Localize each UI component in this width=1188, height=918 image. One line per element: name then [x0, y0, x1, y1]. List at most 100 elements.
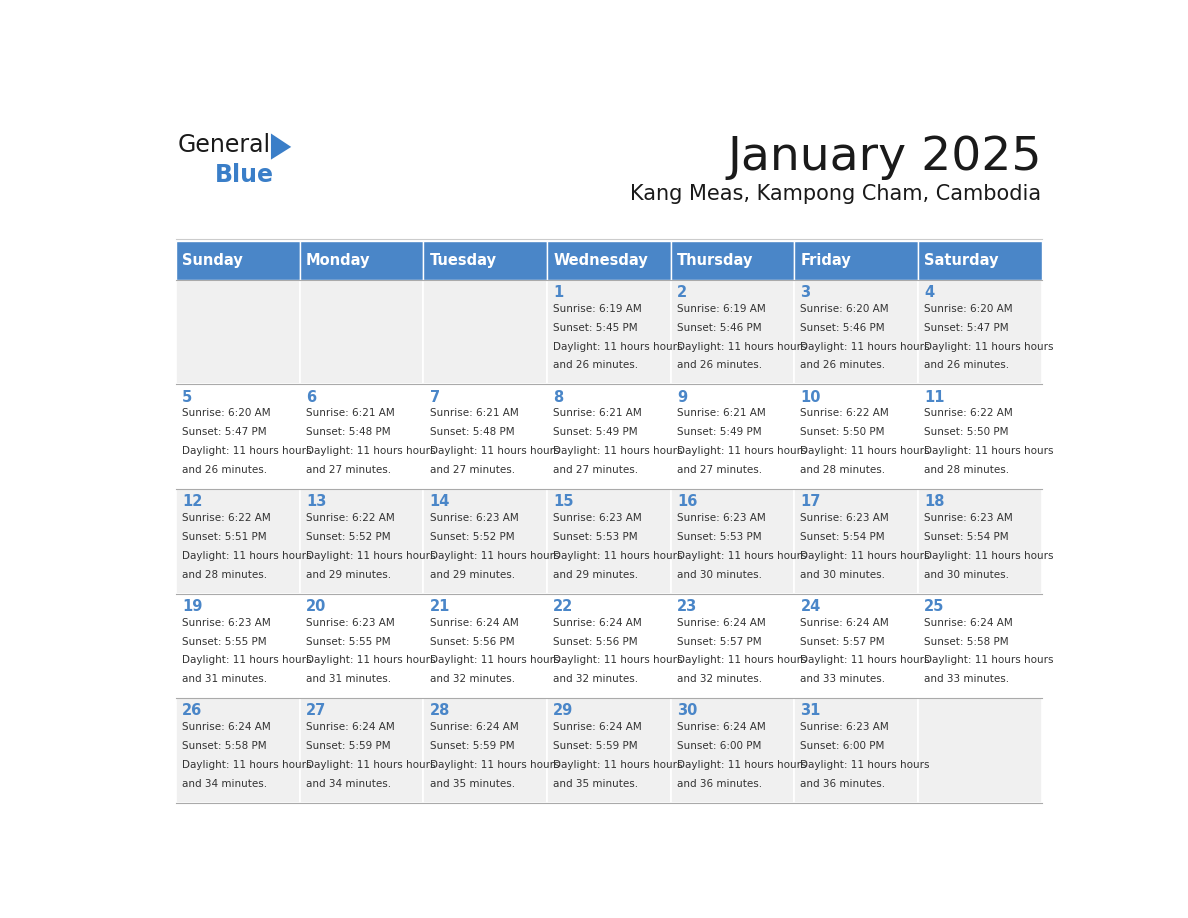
Text: Sunrise: 6:21 AM: Sunrise: 6:21 AM [554, 409, 642, 419]
Text: and 26 minutes.: and 26 minutes. [182, 465, 267, 475]
Bar [795, 594, 918, 699]
Text: Daylight: 11 hours hours: Daylight: 11 hours hours [554, 655, 683, 666]
Text: 16: 16 [677, 494, 697, 509]
Text: and 31 minutes.: and 31 minutes. [307, 674, 391, 684]
Text: Sunset: 5:56 PM: Sunset: 5:56 PM [554, 636, 638, 646]
Polygon shape [271, 133, 291, 160]
Text: Sunday: Sunday [182, 252, 244, 268]
Text: and 30 minutes.: and 30 minutes. [677, 569, 762, 579]
Bar [546, 699, 671, 803]
Text: and 36 minutes.: and 36 minutes. [801, 778, 885, 789]
Text: and 28 minutes.: and 28 minutes. [924, 465, 1010, 475]
Text: Sunset: 5:48 PM: Sunset: 5:48 PM [430, 427, 514, 437]
Text: and 26 minutes.: and 26 minutes. [677, 361, 762, 370]
Text: Sunrise: 6:23 AM: Sunrise: 6:23 AM [554, 513, 642, 523]
Text: Daylight: 11 hours hours: Daylight: 11 hours hours [677, 760, 807, 770]
Text: Daylight: 11 hours hours: Daylight: 11 hours hours [307, 446, 436, 456]
Text: 28: 28 [430, 703, 450, 719]
Text: Sunrise: 6:22 AM: Sunrise: 6:22 AM [307, 513, 394, 523]
Text: and 34 minutes.: and 34 minutes. [182, 778, 267, 789]
Text: and 30 minutes.: and 30 minutes. [801, 569, 885, 579]
Text: 22: 22 [554, 599, 574, 614]
Text: Daylight: 11 hours hours: Daylight: 11 hours hours [554, 760, 683, 770]
Bar [918, 280, 1042, 385]
Text: Daylight: 11 hours hours: Daylight: 11 hours hours [554, 341, 683, 352]
Text: and 27 minutes.: and 27 minutes. [554, 465, 638, 475]
Text: and 32 minutes.: and 32 minutes. [554, 674, 638, 684]
Text: and 33 minutes.: and 33 minutes. [801, 674, 885, 684]
Bar [546, 241, 671, 280]
Bar [423, 489, 546, 594]
Text: Sunset: 5:57 PM: Sunset: 5:57 PM [677, 636, 762, 646]
Text: Daylight: 11 hours hours: Daylight: 11 hours hours [182, 760, 311, 770]
Text: Sunset: 5:58 PM: Sunset: 5:58 PM [924, 636, 1009, 646]
Text: Daylight: 11 hours hours: Daylight: 11 hours hours [924, 341, 1054, 352]
Bar [299, 594, 423, 699]
Text: Daylight: 11 hours hours: Daylight: 11 hours hours [801, 446, 930, 456]
Text: and 35 minutes.: and 35 minutes. [430, 778, 514, 789]
Text: and 29 minutes.: and 29 minutes. [430, 569, 514, 579]
Text: General: General [178, 133, 271, 157]
Bar [795, 699, 918, 803]
Text: Sunset: 5:53 PM: Sunset: 5:53 PM [677, 532, 762, 542]
Text: and 33 minutes.: and 33 minutes. [924, 674, 1010, 684]
Bar [546, 385, 671, 489]
Bar [423, 280, 546, 385]
Text: Sunrise: 6:21 AM: Sunrise: 6:21 AM [430, 409, 518, 419]
Text: 7: 7 [430, 389, 440, 405]
Text: Sunrise: 6:23 AM: Sunrise: 6:23 AM [801, 722, 890, 733]
Text: Sunrise: 6:20 AM: Sunrise: 6:20 AM [801, 304, 889, 314]
Text: Sunrise: 6:24 AM: Sunrise: 6:24 AM [924, 618, 1013, 628]
Text: 1: 1 [554, 285, 563, 300]
Text: Sunset: 5:59 PM: Sunset: 5:59 PM [554, 741, 638, 751]
Text: Sunrise: 6:22 AM: Sunrise: 6:22 AM [182, 513, 271, 523]
Text: Sunrise: 6:24 AM: Sunrise: 6:24 AM [677, 618, 765, 628]
Text: Daylight: 11 hours hours: Daylight: 11 hours hours [430, 446, 560, 456]
Text: and 29 minutes.: and 29 minutes. [307, 569, 391, 579]
Text: Sunset: 5:45 PM: Sunset: 5:45 PM [554, 323, 638, 332]
Text: and 32 minutes.: and 32 minutes. [677, 674, 762, 684]
Text: Sunset: 5:59 PM: Sunset: 5:59 PM [430, 741, 514, 751]
Text: 26: 26 [182, 703, 202, 719]
Text: Daylight: 11 hours hours: Daylight: 11 hours hours [554, 446, 683, 456]
Bar [918, 241, 1042, 280]
Text: and 27 minutes.: and 27 minutes. [677, 465, 762, 475]
Text: Sunset: 5:57 PM: Sunset: 5:57 PM [801, 636, 885, 646]
Text: and 26 minutes.: and 26 minutes. [554, 361, 638, 370]
Text: 18: 18 [924, 494, 944, 509]
Text: Sunset: 5:58 PM: Sunset: 5:58 PM [182, 741, 267, 751]
Bar [423, 594, 546, 699]
Text: Daylight: 11 hours hours: Daylight: 11 hours hours [677, 341, 807, 352]
Text: 13: 13 [307, 494, 327, 509]
Text: Sunset: 5:47 PM: Sunset: 5:47 PM [182, 427, 267, 437]
Text: Kang Meas, Kampong Cham, Cambodia: Kang Meas, Kampong Cham, Cambodia [631, 185, 1042, 205]
Text: January 2025: January 2025 [727, 135, 1042, 180]
Text: and 31 minutes.: and 31 minutes. [182, 674, 267, 684]
Text: 6: 6 [307, 389, 316, 405]
Text: and 28 minutes.: and 28 minutes. [182, 569, 267, 579]
Bar [918, 594, 1042, 699]
Text: Sunset: 5:56 PM: Sunset: 5:56 PM [430, 636, 514, 646]
Text: Sunset: 5:53 PM: Sunset: 5:53 PM [554, 532, 638, 542]
Text: Sunset: 5:49 PM: Sunset: 5:49 PM [677, 427, 762, 437]
Text: Sunrise: 6:21 AM: Sunrise: 6:21 AM [677, 409, 765, 419]
Text: Monday: Monday [307, 252, 371, 268]
Bar [299, 489, 423, 594]
Text: Daylight: 11 hours hours: Daylight: 11 hours hours [430, 655, 560, 666]
Text: Sunset: 5:48 PM: Sunset: 5:48 PM [307, 427, 391, 437]
Bar [546, 594, 671, 699]
Bar [546, 280, 671, 385]
Text: 30: 30 [677, 703, 697, 719]
Bar [918, 489, 1042, 594]
Text: Daylight: 11 hours hours: Daylight: 11 hours hours [430, 760, 560, 770]
Text: Daylight: 11 hours hours: Daylight: 11 hours hours [801, 760, 930, 770]
Text: Daylight: 11 hours hours: Daylight: 11 hours hours [801, 341, 930, 352]
Text: and 27 minutes.: and 27 minutes. [430, 465, 514, 475]
Text: Sunset: 5:47 PM: Sunset: 5:47 PM [924, 323, 1009, 332]
Text: 12: 12 [182, 494, 203, 509]
Text: Sunset: 6:00 PM: Sunset: 6:00 PM [677, 741, 762, 751]
Text: Sunrise: 6:19 AM: Sunrise: 6:19 AM [677, 304, 765, 314]
Text: Sunrise: 6:24 AM: Sunrise: 6:24 AM [801, 618, 890, 628]
Text: Sunrise: 6:20 AM: Sunrise: 6:20 AM [182, 409, 271, 419]
Bar [176, 241, 299, 280]
